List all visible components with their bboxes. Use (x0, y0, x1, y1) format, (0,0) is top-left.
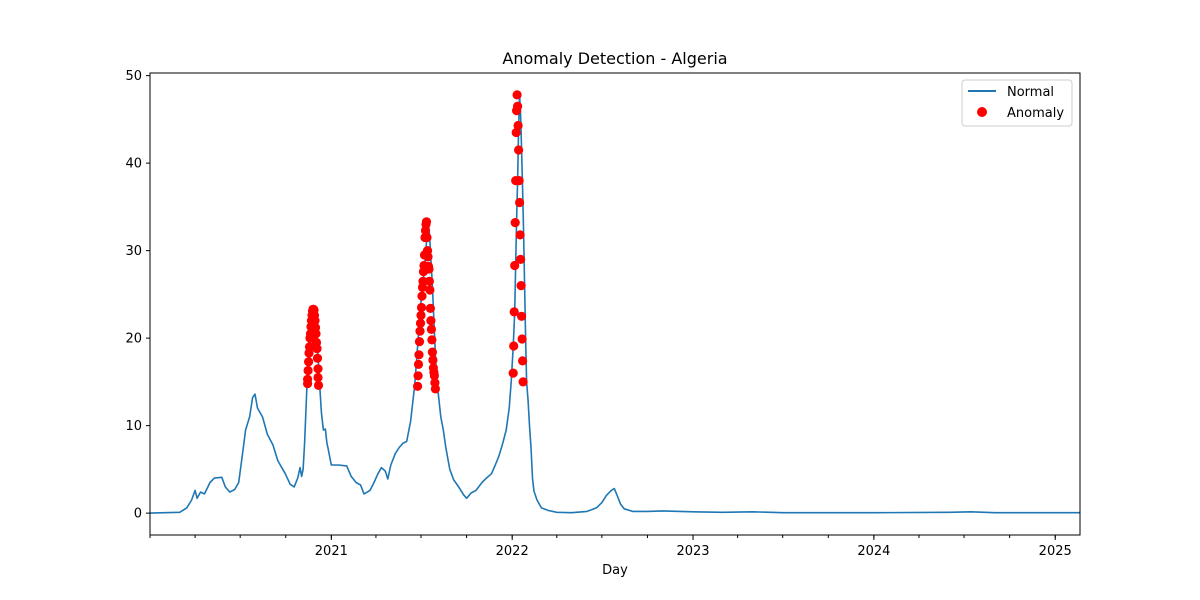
y-tick-label: 50 (125, 69, 142, 84)
anomaly-point (312, 344, 322, 354)
y-tick-label: 40 (125, 157, 142, 172)
anomaly-point (415, 318, 426, 328)
anomaly-point (424, 264, 434, 274)
anomaly-point (515, 230, 525, 240)
x-tick-label: 2022 (496, 544, 529, 559)
plot-frame (149, 72, 1081, 536)
anomaly-point (313, 372, 323, 383)
y-tick-label: 30 (125, 244, 142, 259)
anomaly-point (514, 145, 524, 155)
anomaly-point (425, 303, 435, 313)
anomaly-point (313, 364, 323, 374)
anomaly-point (517, 334, 527, 344)
chart-title: Anomaly Detection - Algeria (502, 49, 727, 68)
anomaly-point (510, 218, 520, 228)
anomaly-point (513, 101, 523, 111)
anomaly-point (514, 176, 524, 186)
anomaly-point (510, 260, 520, 271)
x-tick-label: 2023 (676, 544, 709, 559)
anomaly-point (511, 127, 521, 138)
anomaly-point (423, 252, 433, 262)
x-axis: 2021 2022 2023 2024 2025 (149, 535, 1072, 559)
anomaly-point (418, 276, 428, 286)
anomaly-point (416, 302, 427, 313)
anomaly-point (415, 326, 425, 336)
x-tick-label: 2021 (315, 544, 348, 559)
anomaly-point (508, 368, 518, 378)
anomaly-point (310, 316, 320, 326)
anomaly-point (427, 335, 437, 345)
anomaly-point (303, 374, 313, 384)
anomaly-point (413, 371, 423, 381)
x-tick-label: 2025 (1039, 544, 1072, 559)
anomaly-point (313, 380, 324, 390)
y-tick-label: 10 (125, 419, 142, 434)
legend-label-normal: Normal (1007, 85, 1054, 100)
anomaly-point (414, 350, 424, 360)
anomaly-point (428, 355, 438, 365)
anomaly-point (424, 276, 434, 286)
anomaly-point (513, 120, 523, 131)
legend: Normal Anomaly (961, 79, 1073, 127)
legend-marker-swatch (977, 107, 987, 117)
anomaly-markers (303, 90, 528, 394)
anomaly-point (413, 381, 423, 391)
anomaly-point (413, 359, 424, 369)
y-tick-label: 20 (125, 332, 142, 347)
anomaly-point (417, 291, 427, 301)
anomaly-point (509, 341, 519, 351)
anomaly-point (426, 316, 436, 326)
anomaly-point (430, 384, 440, 394)
anomaly-point (512, 90, 522, 100)
anomaly-point (416, 310, 426, 320)
anomaly-point (516, 254, 526, 264)
anomaly-point (304, 357, 314, 367)
anomaly-point (517, 311, 527, 321)
x-axis-label: Day (602, 563, 628, 578)
legend-label-anomaly: Anomaly (1007, 106, 1064, 121)
anomaly-point (426, 324, 436, 334)
anomaly-point (516, 281, 526, 291)
x-tick-label: 2024 (857, 544, 890, 559)
anomaly-point (425, 285, 435, 295)
anomaly-point (518, 377, 528, 387)
anomaly-point (422, 232, 432, 243)
y-tick-label: 0 (134, 507, 142, 522)
anomaly-point (515, 197, 525, 208)
anomaly-point (421, 217, 432, 227)
y-axis: 0 10 20 30 40 50 (125, 69, 150, 522)
anomaly-point (429, 371, 439, 381)
anomaly-point (311, 329, 321, 339)
anomaly-point (427, 347, 437, 357)
anomaly-point (518, 356, 528, 366)
anomaly-point (509, 307, 519, 317)
anomaly-point (303, 365, 313, 376)
anomaly-point (304, 342, 315, 352)
anomaly-point (414, 337, 425, 347)
anomaly-point (312, 353, 323, 363)
